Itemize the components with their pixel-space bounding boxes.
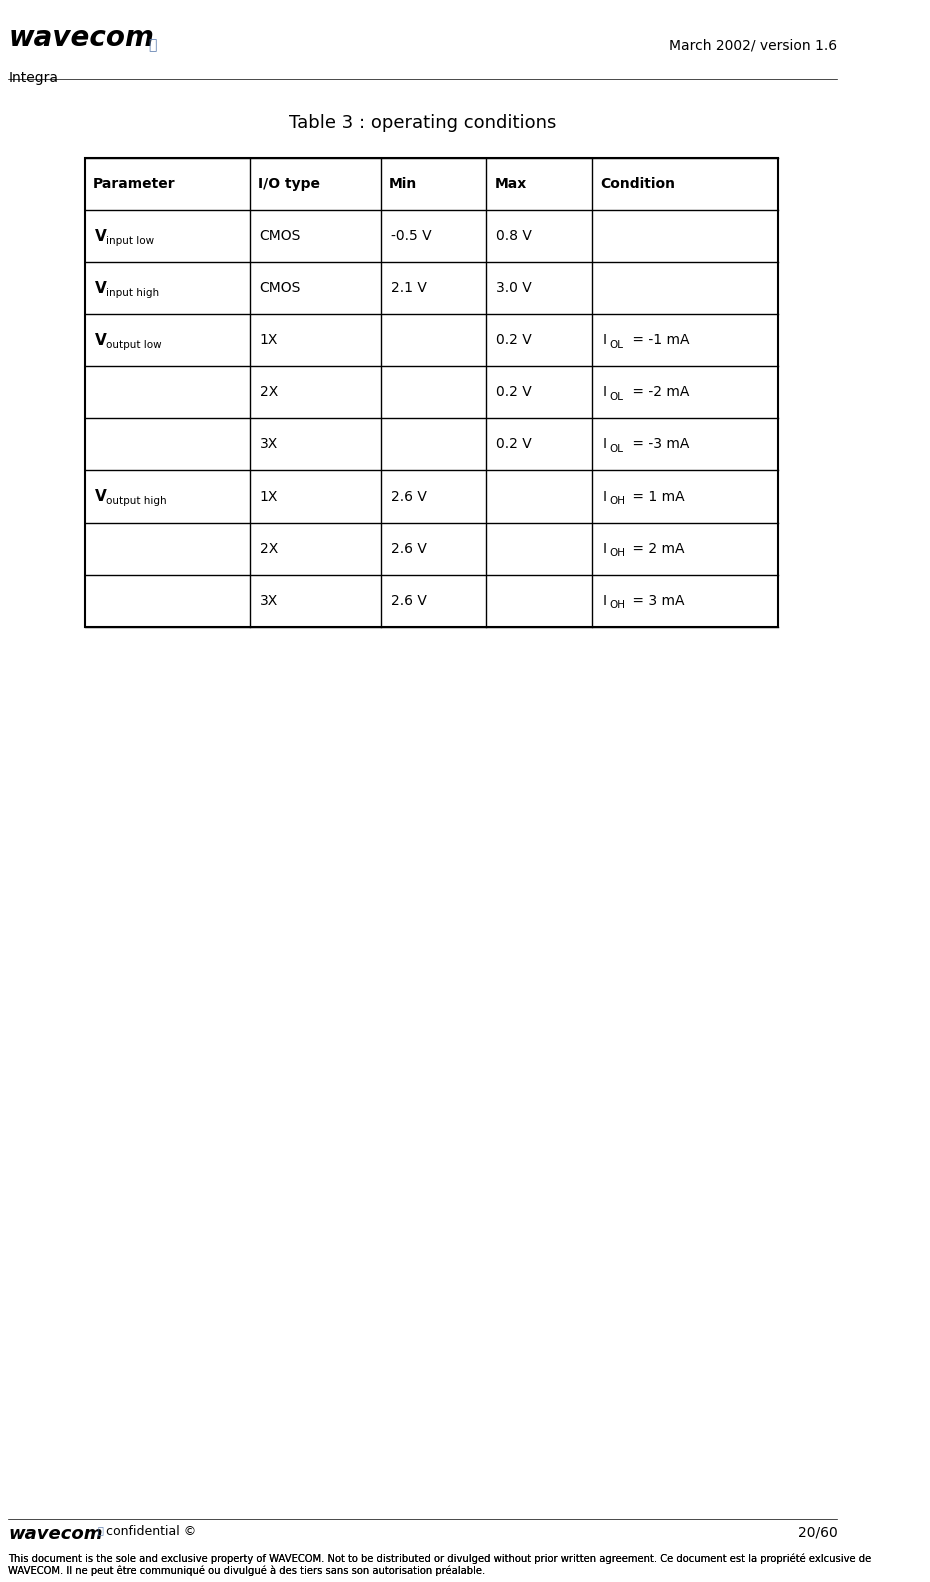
Text: 2.1 V: 2.1 V [391,282,427,296]
Text: OH: OH [609,549,625,558]
Text: This document is the sole and exclusive property of WAVECOM. Not to be distribut: This document is the sole and exclusive … [8,1554,871,1576]
Text: 0.2 V: 0.2 V [497,334,532,346]
Text: output high: output high [106,497,166,506]
Text: 0.2 V: 0.2 V [497,438,532,451]
Text: Table 3 : operating conditions: Table 3 : operating conditions [289,114,556,131]
Text: 2X: 2X [259,541,278,555]
Text: input low: input low [106,236,153,245]
Text: I/O type: I/O type [258,177,320,191]
Text: 2.6 V: 2.6 V [391,489,427,503]
Text: 3X: 3X [259,593,278,607]
Text: 0.8 V: 0.8 V [497,229,532,244]
Text: Min: Min [389,177,418,191]
Text: = 1 mA: = 1 mA [628,489,684,503]
Text: V: V [95,228,106,244]
Text: 1X: 1X [259,489,278,503]
Text: = 3 mA: = 3 mA [628,593,684,607]
Text: wavecom: wavecom [8,1525,103,1542]
Text: I: I [603,334,606,346]
Text: OH: OH [609,601,625,611]
Text: OL: OL [609,392,623,402]
Text: = -1 mA: = -1 mA [628,334,689,346]
Text: confidential ©: confidential © [106,1525,196,1538]
Text: wavecom: wavecom [8,24,154,52]
Text: Ⓦ: Ⓦ [148,38,156,52]
Text: V: V [95,332,106,348]
Text: = -3 mA: = -3 mA [628,438,689,451]
Text: I: I [603,438,606,451]
Text: Ⓦ: Ⓦ [98,1525,103,1535]
Text: 3X: 3X [259,438,278,451]
Text: = 2 mA: = 2 mA [628,541,684,555]
Text: output low: output low [106,340,161,350]
Text: 2.6 V: 2.6 V [391,541,427,555]
Bar [85,158,778,626]
Text: CMOS: CMOS [259,229,301,244]
Text: input high: input high [106,288,159,297]
Text: 1X: 1X [259,334,278,346]
Text: Parameter: Parameter [93,177,176,191]
Text: = -2 mA: = -2 mA [628,386,689,399]
Text: 2.6 V: 2.6 V [391,593,427,607]
Text: 20/60: 20/60 [798,1525,837,1539]
Text: OL: OL [609,340,623,350]
Text: 2X: 2X [259,386,278,399]
Text: Integra: Integra [8,71,59,85]
Text: OH: OH [609,497,625,506]
Text: This document is the sole and exclusive property of WAVECOM. Not to be distribut: This document is the sole and exclusive … [8,1554,871,1576]
Text: -0.5 V: -0.5 V [391,229,432,244]
Text: 0.2 V: 0.2 V [497,386,532,399]
Text: OL: OL [609,445,623,454]
Text: I: I [603,593,606,607]
Text: V: V [95,280,106,296]
Text: Max: Max [495,177,527,191]
Text: Condition: Condition [601,177,675,191]
Text: V: V [95,489,106,505]
Text: 3.0 V: 3.0 V [497,282,532,296]
Text: CMOS: CMOS [259,282,301,296]
Text: March 2002/ version 1.6: March 2002/ version 1.6 [670,38,837,52]
Text: I: I [603,386,606,399]
Text: I: I [603,541,606,555]
Text: I: I [603,489,606,503]
